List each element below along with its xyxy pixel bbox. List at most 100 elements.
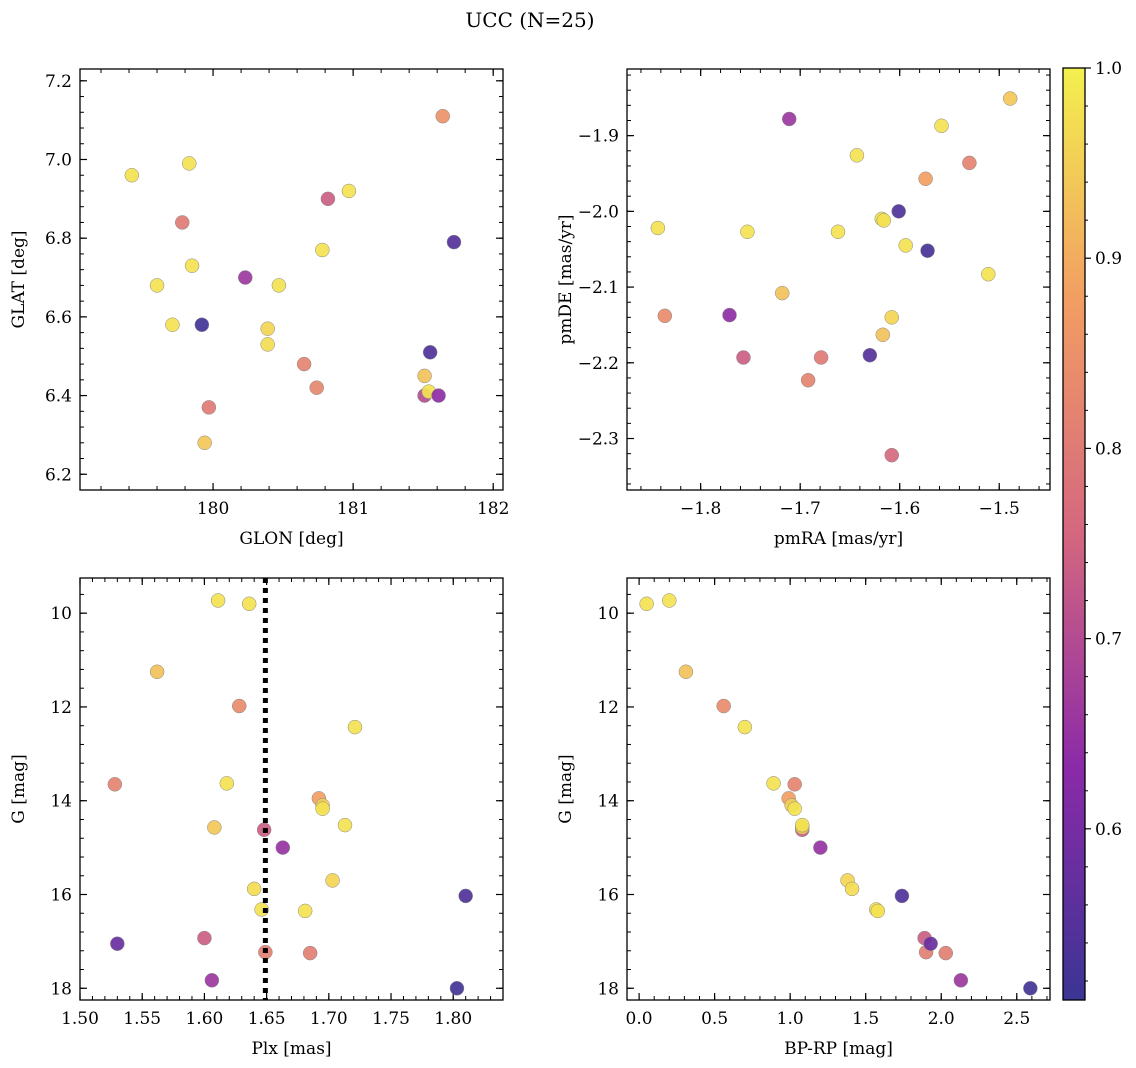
data-point [891, 204, 906, 219]
x-axis-label: BP-RP [mag] [784, 1039, 893, 1059]
data-point [254, 902, 269, 917]
axes-frame [79, 577, 504, 1001]
data-point [870, 903, 886, 919]
data-point [449, 981, 465, 996]
data-point [219, 776, 235, 791]
y-tick-label: 16 [50, 886, 72, 906]
data-point [849, 148, 865, 163]
panel-bottom-left: 1.50 1.55 1.60 1.65 1.70 1.75 1.80 10 12 14 16 18 Pl… [9, 577, 504, 1059]
x-tick-label: 1.75 [372, 1009, 410, 1029]
data-point [246, 881, 262, 897]
data-point [781, 111, 797, 127]
y-tick-label: −2.0 [578, 202, 619, 222]
data-point [716, 698, 731, 714]
data-point [337, 817, 353, 833]
y-tick-label: 7.0 [45, 150, 72, 170]
data-point [775, 285, 790, 301]
panel-top-left: 180 181 182 6.2 6.4 6.6 6.8 7.0 7.2 GLON [deg] GLA… [9, 68, 509, 549]
data-point [435, 108, 451, 124]
data-point [981, 266, 996, 282]
data-point [894, 888, 910, 904]
x-tick-label: −1.5 [979, 499, 1020, 519]
y-tick-label: 10 [597, 604, 619, 624]
data-point [876, 213, 892, 228]
data-point [920, 243, 935, 258]
y-tick-label: −1.9 [578, 127, 619, 147]
data-point [923, 936, 938, 951]
data-point [884, 447, 899, 463]
y-tick-label: 6.6 [45, 308, 72, 328]
x-tick-label: 181 [337, 499, 369, 519]
data-point [241, 596, 257, 612]
x-tick-label: 1.70 [310, 1009, 348, 1029]
panel-top-right: −1.8 −1.7 −1.6 −1.5 −2.3 −2.2 −2.1 −2.0 −1.9 pmRA… [556, 68, 1051, 549]
x-axis-label: Plx [mas] [251, 1039, 331, 1059]
y-tick-label: 7.2 [45, 72, 72, 92]
axes-frame [626, 68, 1051, 491]
y-tick-label: 6.2 [45, 465, 72, 485]
data-point [1002, 91, 1018, 106]
data-point [650, 220, 666, 236]
data-point [862, 347, 878, 363]
data-point [446, 234, 462, 250]
data-point [302, 945, 318, 961]
x-tick-label: 1.55 [123, 1009, 161, 1029]
y-tick-label: −2.3 [578, 430, 619, 450]
y-axis-label: G [mag] [556, 754, 576, 823]
data-point [341, 183, 357, 199]
x-tick-label: 1.65 [248, 1009, 286, 1029]
data-point [787, 777, 802, 792]
data-point [182, 156, 197, 171]
x-tick-label: 2.5 [1003, 1009, 1030, 1029]
data-point [197, 435, 212, 451]
y-tick-label: −2.2 [578, 354, 619, 374]
x-tick-label: 182 [477, 499, 509, 519]
data-point [231, 698, 247, 714]
data-point [934, 118, 949, 134]
data-point [787, 801, 802, 816]
data-point [844, 881, 860, 897]
data-point [204, 973, 220, 988]
data-point [722, 307, 737, 323]
data-point [458, 888, 473, 904]
data-point [657, 308, 673, 324]
data-point [194, 317, 210, 332]
x-tick-label: −1.8 [680, 499, 721, 519]
data-point [1023, 981, 1038, 996]
axes-frame [79, 68, 504, 491]
y-tick-label: 10 [50, 604, 72, 624]
data-point [898, 238, 913, 253]
data-point [124, 167, 140, 183]
y-tick-label: 18 [50, 979, 72, 999]
y-tick-label: 18 [597, 979, 619, 999]
y-tick-label: 12 [597, 698, 619, 718]
data-point [422, 345, 438, 360]
colorbar-tick-label: 0.6 [1095, 820, 1122, 840]
data-point [740, 224, 755, 240]
y-tick-label: 16 [597, 886, 619, 906]
data-point [953, 973, 969, 988]
x-tick-label: −1.6 [879, 499, 920, 519]
x-tick-label: 0.5 [701, 1009, 728, 1029]
data-point [639, 596, 654, 612]
data-point [918, 171, 933, 187]
data-point [320, 191, 336, 207]
data-point [260, 321, 275, 336]
data-point [737, 719, 753, 735]
x-tick-label: 1.60 [185, 1009, 223, 1029]
y-tick-label: −2.1 [578, 278, 619, 298]
data-point [207, 820, 222, 835]
figure-title: UCC (N=25) [465, 8, 594, 32]
data-point [184, 258, 200, 273]
data-point [110, 936, 125, 951]
data-point [238, 270, 253, 285]
colorbar: 0.6 0.7 0.8 0.9 1.0 [1062, 59, 1122, 1001]
data-point [736, 350, 751, 365]
data-point [938, 945, 954, 961]
colorbar-tick-label: 0.8 [1095, 439, 1122, 459]
data-point [678, 664, 694, 680]
data-point [875, 327, 891, 343]
data-point [271, 278, 287, 293]
colorbar-bar [1062, 67, 1086, 1001]
